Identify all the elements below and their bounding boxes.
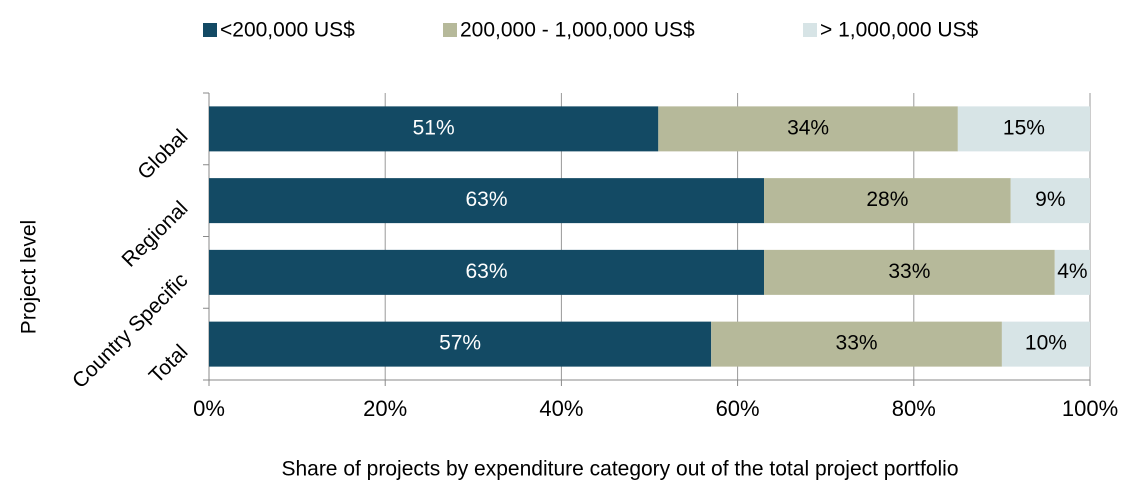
x-tick-label: 0% (193, 396, 225, 421)
data-label: 63% (465, 188, 507, 211)
data-label: 34% (787, 116, 829, 139)
bar-segment (1010, 178, 1090, 224)
bar-segment (1001, 321, 1090, 367)
bar-segment (1054, 249, 1090, 295)
y-tick-label: Regional (118, 197, 193, 272)
data-label: 10% (1025, 332, 1067, 355)
data-label: 51% (413, 116, 455, 139)
y-axis-title: Project level (18, 220, 41, 334)
legend-swatch (443, 23, 457, 37)
data-label: 28% (866, 188, 908, 211)
legend-swatch (803, 23, 817, 37)
x-tick-label: 20% (363, 396, 407, 421)
bar-segment (209, 178, 765, 224)
y-tick-label: Total (145, 340, 193, 388)
bar-segment (764, 178, 1011, 224)
data-label: 4% (1057, 260, 1087, 283)
bar-segment (957, 106, 1090, 152)
data-label: 9% (1035, 188, 1065, 211)
x-tick-label: 80% (892, 396, 936, 421)
legend-label: 200,000 - 1,000,000 US$ (460, 19, 695, 42)
data-label: 15% (1003, 116, 1045, 139)
bar-segment (658, 106, 958, 152)
bar-segment (764, 249, 1055, 295)
bar-segment (209, 249, 765, 295)
legend-label: <200,000 US$ (220, 19, 355, 42)
bar-segment (209, 106, 659, 152)
bar-segment (209, 321, 712, 367)
y-tick-label: Global (133, 125, 192, 184)
data-label: 33% (836, 332, 878, 355)
bar-segment (711, 321, 1002, 367)
x-axis-title: Share of projects by expenditure categor… (281, 458, 958, 481)
x-tick-label: 100% (1062, 396, 1118, 421)
x-tick-label: 40% (539, 396, 583, 421)
data-label: 63% (465, 260, 507, 283)
legend-label: > 1,000,000 US$ (820, 19, 979, 42)
x-tick-label: 60% (716, 396, 760, 421)
legend-swatch (203, 23, 217, 37)
data-label: 57% (439, 332, 481, 355)
data-label: 33% (888, 260, 930, 283)
